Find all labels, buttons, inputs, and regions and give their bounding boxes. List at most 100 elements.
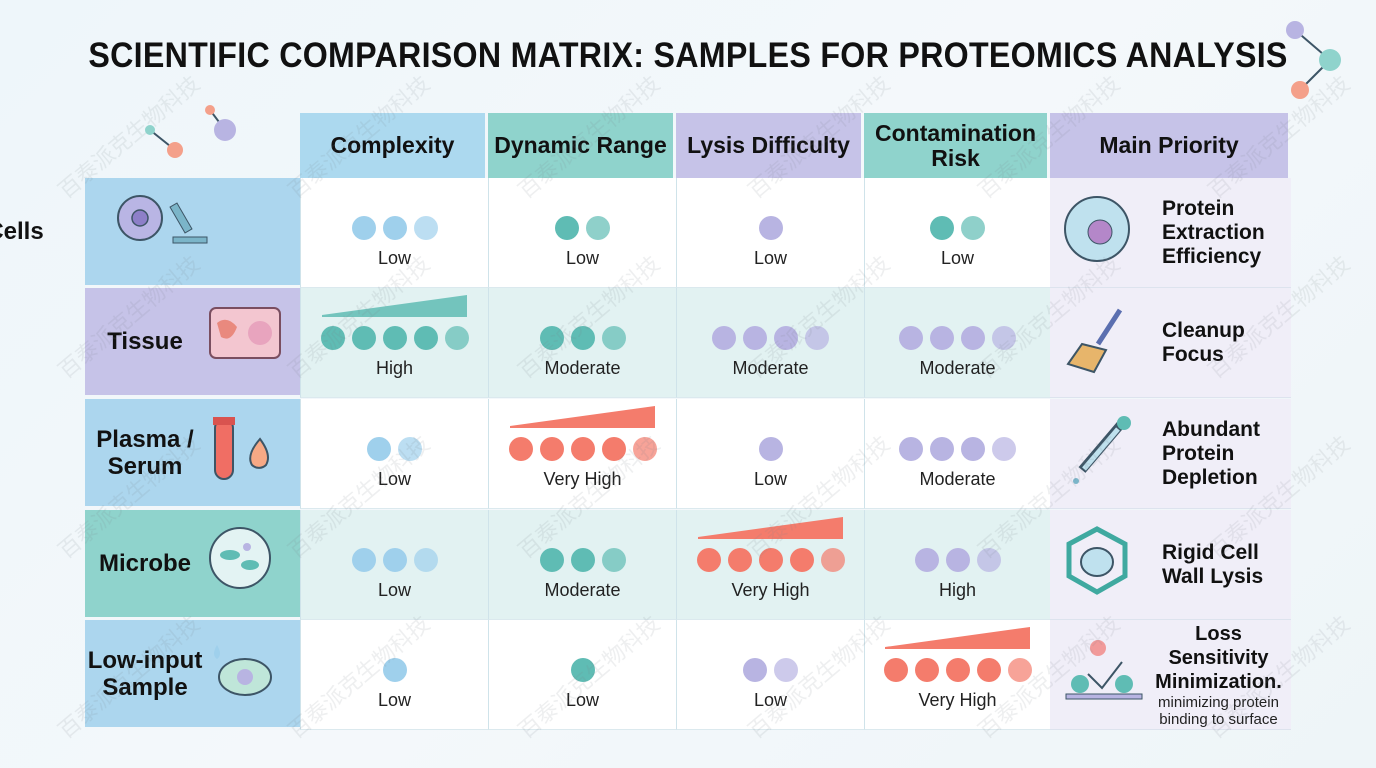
column-header-lysis-difficulty: Lysis Difficulty — [676, 113, 861, 178]
matrix-cell-contamination-risk: Moderate — [864, 288, 1050, 398]
priority-title: Cleanup Focus — [1162, 318, 1245, 366]
matrix-cell-lysis-difficulty: Very High — [676, 510, 864, 620]
level-dot — [398, 437, 422, 461]
level-label: Moderate — [732, 358, 809, 378]
level-label: Low — [377, 469, 412, 489]
level-label: High — [375, 358, 414, 378]
level-dot — [696, 548, 721, 572]
matrix-cell-complexity: Low — [300, 620, 488, 730]
matrix-cell-lysis-difficulty: Low — [676, 399, 864, 509]
priority-subtitle: minimizing protein binding to surface — [1158, 693, 1279, 728]
level-dot — [914, 548, 939, 572]
level-dot — [632, 437, 657, 461]
level-dots — [351, 548, 438, 572]
level-label: Very High — [543, 469, 622, 489]
level-dot — [351, 326, 376, 350]
column-header-main-priority: Main Priority — [1050, 113, 1288, 178]
level-label: Low — [377, 248, 412, 268]
row-label-tissue: Tissue — [85, 288, 300, 398]
level-dots — [696, 548, 845, 572]
matrix-cell-dynamic-range: Low — [488, 620, 676, 730]
microbe-icon — [205, 525, 300, 602]
level-dot — [570, 658, 595, 682]
level-dot — [976, 548, 1001, 572]
level-dot — [413, 216, 438, 240]
main-priority-cell: Rigid Cell Wall Lysis — [1050, 510, 1291, 620]
level-label: Low — [377, 580, 412, 600]
level-dot — [992, 437, 1016, 461]
column-header-contamination-risk: Contamination Risk — [864, 113, 1047, 178]
level-dots — [914, 548, 1001, 572]
matrix-cell-dynamic-range: Very High — [488, 399, 676, 509]
level-dot — [413, 326, 438, 350]
row-label-plasma-serum: Plasma / Serum — [85, 399, 300, 509]
level-dot — [382, 216, 407, 240]
level-dots — [743, 658, 798, 682]
level-dots — [899, 437, 1016, 461]
blood-tube-icon — [205, 414, 300, 491]
level-dots — [930, 216, 985, 240]
level-dot — [961, 216, 985, 240]
level-dot — [899, 326, 923, 350]
intensity-wedge — [698, 517, 843, 548]
droplet-cell-icon — [205, 635, 300, 712]
intensity-wedge — [322, 295, 467, 326]
cell-microscope-icon — [115, 193, 210, 270]
priority-text: Rigid Cell Wall Lysis — [1146, 541, 1272, 589]
matrix-cell-contamination-risk: Moderate — [864, 399, 1050, 509]
matrix-cell-lysis-difficulty: Low — [676, 178, 864, 288]
level-dot — [601, 437, 626, 461]
level-dot — [382, 658, 407, 682]
level-dot — [899, 437, 923, 461]
priority-title: Loss Sensitivity Minimization. — [1155, 622, 1282, 693]
level-label: Very High — [918, 690, 997, 710]
main-priority-cell: Cleanup Focus — [1050, 288, 1291, 398]
row-label-text: Plasma / Serum — [96, 425, 194, 480]
level-dot — [555, 216, 579, 240]
level-dot — [992, 326, 1016, 350]
level-dot — [945, 658, 970, 682]
level-dots — [570, 658, 595, 682]
level-dot — [758, 437, 783, 461]
cell-icon — [1062, 194, 1146, 271]
row-label-text: Low-input Sample — [87, 646, 203, 701]
level-dots — [758, 216, 783, 240]
level-dot — [382, 326, 407, 350]
level-dot — [976, 658, 1001, 682]
matrix-cell-complexity: High — [300, 288, 488, 398]
level-dot — [774, 658, 798, 682]
level-label: Moderate — [544, 358, 621, 378]
column-header-dynamic-range: Dynamic Range — [488, 113, 673, 178]
row-label-cells: Cells — [0, 178, 300, 288]
level-dot — [539, 437, 564, 461]
matrix-cell-lysis-difficulty: Moderate — [676, 288, 864, 398]
intensity-wedge — [885, 627, 1030, 658]
row-label-microbe: Microbe — [85, 510, 300, 620]
level-dot — [570, 326, 595, 350]
level-dot — [351, 216, 376, 240]
level-label: Low — [753, 248, 788, 268]
priority-text: Protein Extraction Efficiency — [1146, 197, 1272, 269]
level-dots — [555, 216, 610, 240]
level-dot — [820, 548, 845, 572]
matrix-cell-complexity: Low — [300, 399, 488, 509]
matrix-cell-contamination-risk: High — [864, 510, 1050, 620]
level-dot — [601, 326, 626, 350]
level-label: Moderate — [919, 469, 996, 489]
level-dot — [930, 326, 954, 350]
dropper-icon — [1062, 415, 1146, 492]
level-dots — [712, 326, 829, 350]
level-dot — [413, 548, 438, 572]
surface-binding-icon — [1062, 636, 1146, 713]
matrix-cell-lysis-difficulty: Low — [676, 620, 864, 730]
level-dot — [586, 216, 610, 240]
level-dot — [945, 548, 970, 572]
level-dot — [961, 326, 985, 350]
priority-title: Protein Extraction Efficiency — [1162, 196, 1265, 268]
row-label-low-input-sample: Low-input Sample — [85, 620, 300, 730]
level-dot — [774, 326, 798, 350]
level-label: Low — [565, 248, 600, 268]
level-dot — [758, 548, 783, 572]
level-dots — [382, 658, 407, 682]
level-dots — [539, 326, 626, 350]
